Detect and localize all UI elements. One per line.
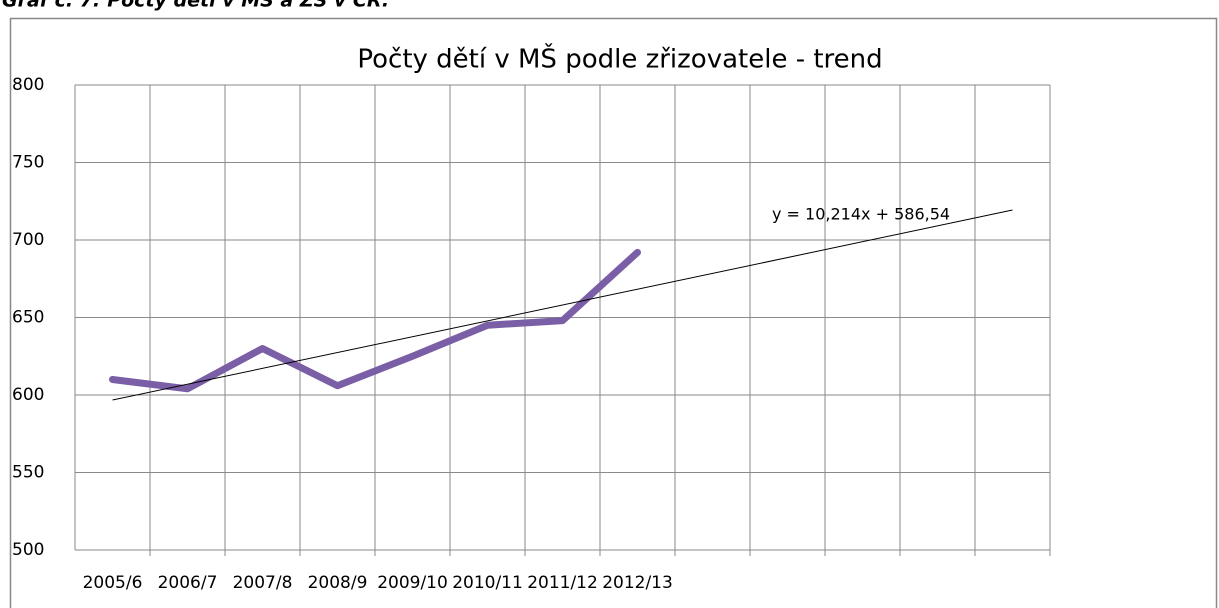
trend-label: y = 10,214x + 586,54 — [772, 205, 950, 224]
data-line — [109, 248, 641, 393]
y-tick-label: 700 — [12, 230, 44, 250]
y-tick-label: 650 — [12, 308, 44, 328]
trend-line — [112, 209, 1013, 401]
chart-title: Počty dětí v MŠ podle zřizovatele - tren… — [357, 43, 882, 75]
y-tick-label: 800 — [12, 75, 44, 95]
y-tick-label: 500 — [12, 540, 44, 560]
chart-frame — [9, 17, 1218, 608]
x-tick-label: 2012/13 — [602, 573, 673, 593]
x-tick-label: 2009/10 — [377, 573, 448, 593]
caption: Graf č. 7: Počty dětí v MŠ a ZŠ v ČR. — [2, 0, 389, 12]
x-tick-label: 2010/11 — [452, 573, 523, 593]
y-tick-label: 750 — [12, 153, 44, 173]
y-tick-label: 550 — [12, 463, 44, 483]
x-tick-label: 2006/7 — [158, 573, 218, 593]
x-tick-label: 2008/9 — [308, 573, 368, 593]
x-tick-label: 2011/12 — [527, 573, 598, 593]
y-tick-label: 600 — [12, 385, 44, 405]
x-tick-label: 2005/6 — [83, 573, 143, 593]
x-tick-label: 2007/8 — [233, 573, 293, 593]
